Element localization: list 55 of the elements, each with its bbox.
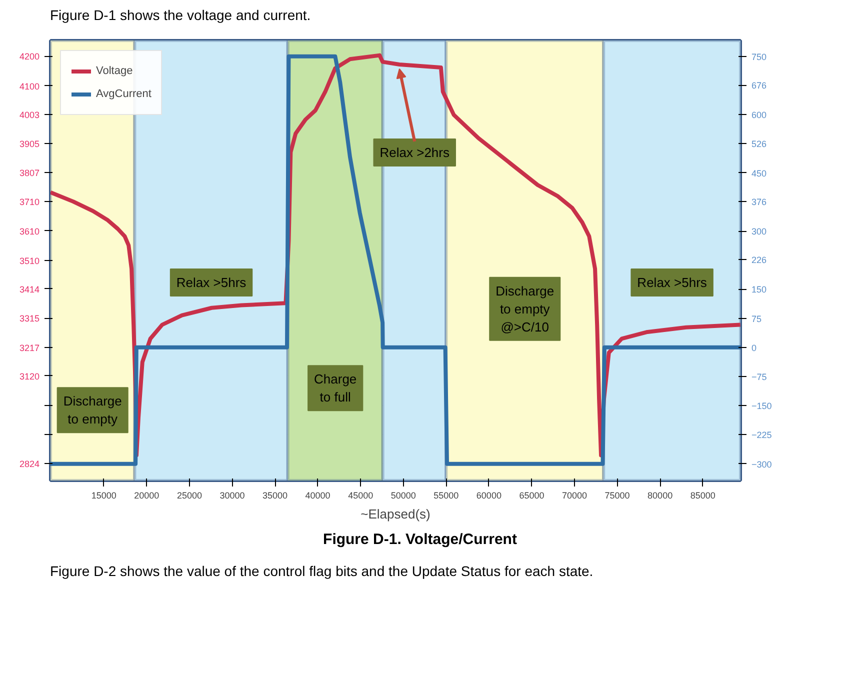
- x-tick-label: 80000: [648, 490, 673, 500]
- annotation: Relax >2hrs: [380, 144, 450, 160]
- band-label: Discharge to empty: [63, 394, 122, 427]
- y2-tick-label: −225: [752, 430, 772, 440]
- y2-tick-label: 150: [752, 284, 767, 295]
- y-tick-label: 3905: [19, 139, 40, 150]
- x-tick-label: 60000: [476, 490, 502, 500]
- chart-subtitle: Figure D-1 shows the voltage and current.: [50, 6, 311, 25]
- y2-tick-label: 226: [752, 255, 767, 266]
- band-label: Relax >5hrs: [637, 275, 708, 290]
- text: Figure D-1. Voltage/Current: [323, 530, 517, 550]
- y-tick-label: 3610: [19, 226, 40, 236]
- x-tick-label: 85000: [690, 490, 716, 500]
- x-tick-label: 20000: [134, 490, 160, 500]
- x-tick-label: 75000: [604, 490, 630, 500]
- y-tick-label: 3217: [19, 342, 40, 353]
- y-tick-label: 2824: [19, 459, 40, 470]
- y2-tick-label: 600: [752, 110, 767, 120]
- y2-tick-label: 300: [752, 226, 767, 237]
- y-tick-label: 3414: [19, 284, 40, 294]
- x-tick-label: 25000: [176, 490, 202, 500]
- x-axis-title: ~Elapsed(s): [360, 506, 430, 522]
- y-tick-label: 4100: [19, 81, 40, 92]
- x-tick-label: 30000: [220, 490, 245, 500]
- y-tick-label: 4200: [19, 52, 40, 62]
- y2-tick-label: 676: [752, 80, 767, 91]
- y2-tick-label: 750: [752, 52, 767, 62]
- y2-tick-label: −300: [752, 459, 772, 470]
- y2-tick-label: 526: [752, 138, 767, 149]
- y-tick-label: 4003: [19, 110, 40, 120]
- y-tick-label: 3315: [19, 314, 40, 324]
- y-tick-label: 3710: [19, 196, 40, 207]
- y-tick-label: 3510: [19, 256, 40, 266]
- y2-tick-label: 75: [752, 314, 762, 324]
- x-tick-label: 55000: [434, 490, 459, 500]
- x-tick-label: 40000: [305, 490, 330, 500]
- x-tick-label: 45000: [348, 490, 374, 500]
- x-tick-label: 70000: [562, 490, 588, 500]
- x-tick-label: 15000: [91, 490, 116, 500]
- x-tick-label: 65000: [519, 490, 544, 500]
- band-label: Charge to full: [314, 372, 357, 405]
- y-tick-label: 3807: [19, 168, 40, 178]
- x-tick-label: 50000: [390, 490, 416, 500]
- legend-label: AvgCurrent: [96, 88, 152, 100]
- legend-label: Voltage: [96, 65, 133, 77]
- band-label: Discharge to empty @>C/10: [496, 283, 554, 334]
- x-tick-label: 35000: [262, 490, 288, 500]
- y2-tick-label: −75: [752, 372, 767, 382]
- y2-tick-label: 0: [752, 342, 757, 353]
- y2-tick-label: −150: [752, 401, 772, 412]
- band-label: Relax >5hrs: [176, 275, 247, 290]
- text: Figure D-2 shows the value of the control flag bits and the Update Status for each state.: [50, 562, 594, 581]
- y2-tick-label: 376: [752, 197, 767, 208]
- y2-tick-label: 450: [752, 168, 767, 178]
- y-tick-label: 3120: [19, 371, 40, 382]
